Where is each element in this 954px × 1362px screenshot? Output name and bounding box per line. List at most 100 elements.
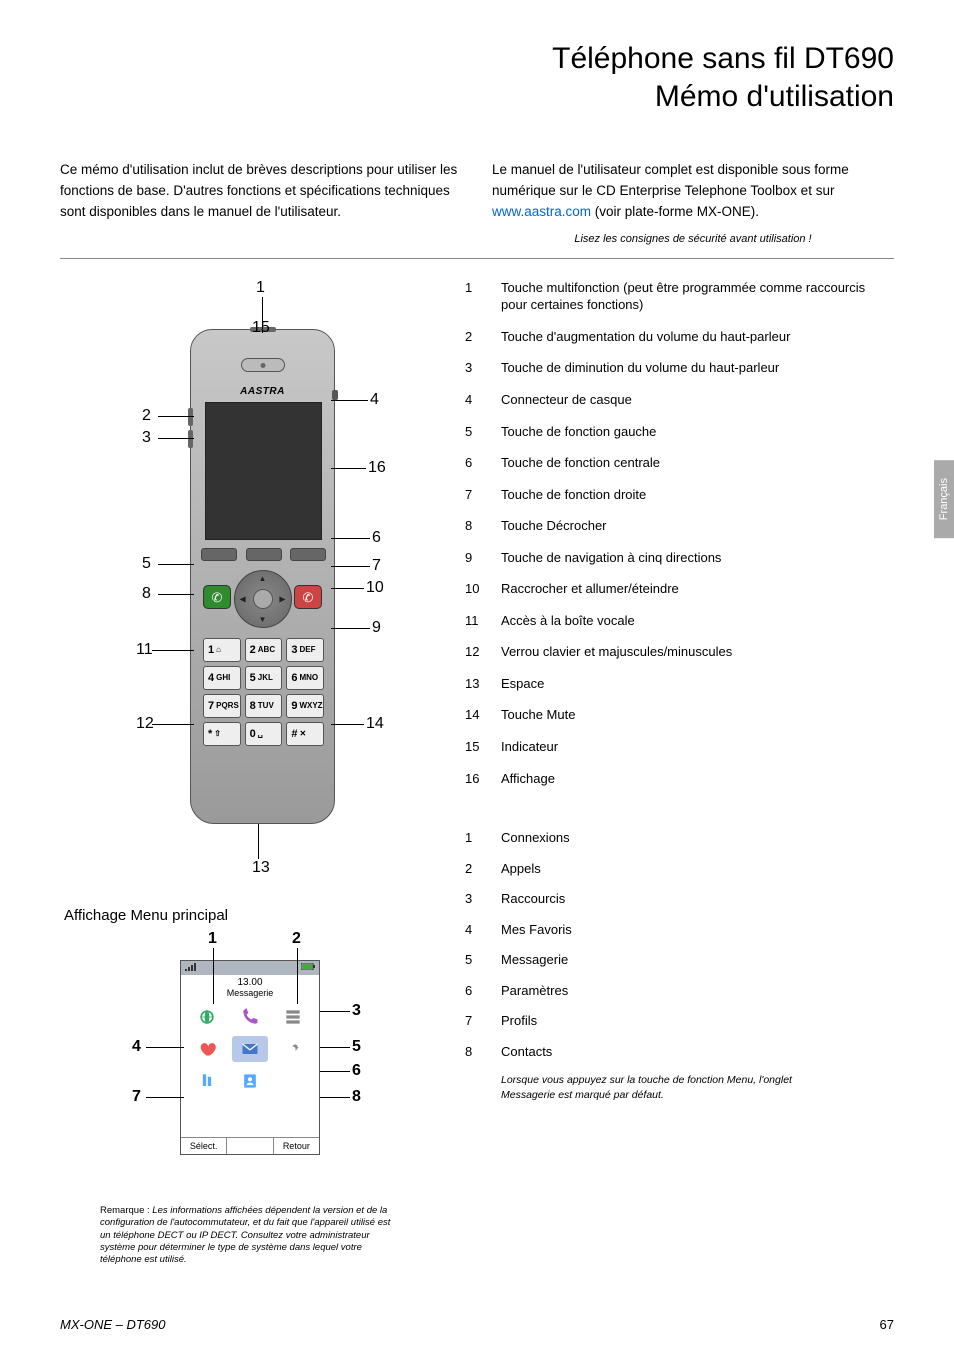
callout-line (146, 1047, 184, 1048)
key-8: 8TUV (245, 694, 283, 718)
intro-right: Le manuel de l'utilisateur complet est d… (492, 160, 894, 248)
intro-left: Ce mémo d'utilisation inclut de brèves d… (60, 160, 462, 248)
menu-icon-favorites (189, 1036, 226, 1062)
menu-legend: 1Connexions2Appels3Raccourcis4Mes Favori… (465, 829, 894, 1060)
legend-text: Touche d'augmentation du volume du haut-… (501, 328, 790, 346)
legend-item: 1Touche multifonction (peut être program… (465, 279, 894, 314)
legend-text: Connexions (501, 829, 570, 847)
legend-item: 9Touche de navigation à cinq directions (465, 549, 894, 567)
callout-line (158, 594, 194, 595)
callout-num: 8 (142, 585, 151, 603)
footer-page: 67 (880, 1317, 894, 1332)
footer-left: MX-ONE – DT690 (60, 1317, 165, 1332)
callout-line (213, 948, 214, 1004)
menu-screen: 13.00 Messagerie Sélect. Retour (180, 960, 320, 1155)
callout-num: 1 (256, 279, 265, 297)
callout-line (158, 438, 194, 439)
legend-text: Connecteur de casque (501, 391, 632, 409)
legend-num: 7 (465, 1012, 483, 1030)
callout-num: 13 (252, 859, 270, 877)
key-9: 9WXYZ (286, 694, 324, 718)
phone-softkeys (201, 548, 326, 561)
callout-line (158, 564, 194, 565)
legend-text: Touche multifonction (peut être programm… (501, 279, 894, 314)
legend-text: Touche de diminution du volume du haut-p… (501, 359, 779, 377)
page-title-block: Téléphone sans fil DT690 Mémo d'utilisat… (60, 40, 894, 115)
callout-num: 8 (352, 1088, 361, 1106)
callout-num: 7 (372, 557, 381, 575)
legend-text: Appels (501, 860, 541, 878)
callout-line (331, 566, 370, 567)
callout-num: 15 (252, 319, 270, 337)
legend-text: Accès à la boîte vocale (501, 612, 635, 630)
legend-text: Indicateur (501, 738, 558, 756)
menu-footnote: Lorsque vous appuyez sur la touche de fo… (501, 1073, 821, 1102)
phone-diagram: AASTRA ▲▼ ◀▶ ✆ ✆ 1⌂2ABC3DEF4GHI5JKL6MNO7… (80, 279, 420, 899)
legend-item: 5 Messagerie (465, 951, 894, 969)
legend-text: Mes Favoris (501, 921, 572, 939)
callout-num: 3 (142, 429, 151, 447)
phone-brand: AASTRA (191, 386, 334, 397)
legend-num: 5 (465, 951, 483, 969)
legend-item: 5Touche de fonction gauche (465, 423, 894, 441)
phone-speaker (241, 358, 285, 372)
intro-link[interactable]: www.aastra.com (492, 204, 591, 219)
phone-answer-button: ✆ (203, 585, 231, 609)
legend-text: Espace (501, 675, 544, 693)
remark: Remarque : Les informations affichées dé… (100, 1205, 400, 1267)
callout-line (152, 724, 194, 725)
menu-icon-shortcuts (274, 1004, 311, 1030)
legend-num: 8 (465, 517, 483, 535)
title-line-2: Mémo d'utilisation (60, 78, 894, 116)
legend-num: 15 (465, 738, 483, 756)
legend-num: 16 (465, 770, 483, 788)
callout-line (258, 824, 259, 859)
menu-section-title: Affichage Menu principal (64, 907, 440, 924)
legend-num: 2 (465, 328, 483, 346)
callout-line (331, 724, 364, 725)
safety-note: Lisez les consignes de sécurité avant ut… (492, 231, 894, 248)
legend-item: 8Touche Décrocher (465, 517, 894, 535)
menu-soft-mid (227, 1138, 273, 1154)
legend-num: 1 (465, 829, 483, 847)
divider (60, 258, 894, 259)
phone-body: AASTRA ▲▼ ◀▶ ✆ ✆ 1⌂2ABC3DEF4GHI5JKL6MNO7… (190, 329, 335, 824)
legend-num: 4 (465, 391, 483, 409)
legend-item: 11 Accès à la boîte vocale (465, 612, 894, 630)
key-#: #✕ (286, 722, 324, 746)
phone-headset-jack (332, 390, 338, 400)
legend-item: 2 Touche d'augmentation du volume du haut… (465, 328, 894, 346)
legend-text: Touche de fonction centrale (501, 454, 660, 472)
legend-item: 14Touche Mute (465, 706, 894, 724)
key-*: *⇧ (203, 722, 241, 746)
callout-num: 6 (372, 529, 381, 547)
legend-num: 4 (465, 921, 483, 939)
key-4: 4GHI (203, 666, 241, 690)
legend-text: Raccourcis (501, 890, 565, 908)
legend-text: Raccrocher et allumer/éteindre (501, 580, 679, 598)
legend-text: Touche de fonction droite (501, 486, 646, 504)
legend-text: Touche de fonction gauche (501, 423, 656, 441)
legend-text: Paramètres (501, 982, 568, 1000)
callout-line (331, 628, 370, 629)
legend-item: 15 Indicateur (465, 738, 894, 756)
legend-text: Messagerie (501, 951, 568, 969)
legend-num: 9 (465, 549, 483, 567)
menu-icon-contacts (232, 1068, 269, 1094)
callout-line (331, 588, 364, 589)
legend-item: 6Touche de fonction centrale (465, 454, 894, 472)
title-line-1: Téléphone sans fil DT690 (60, 40, 894, 78)
right-column: 1 Touche multifonction (peut être program… (465, 279, 894, 1267)
callout-num: 3 (352, 1002, 361, 1020)
intro-right-pre: Le manuel de l'utilisateur complet est d… (492, 162, 849, 198)
legend-item: 7Touche de fonction droite (465, 486, 894, 504)
callout-num: 5 (352, 1038, 361, 1056)
legend-item: 7Profils (465, 1012, 894, 1030)
key-3: 3DEF (286, 638, 324, 662)
menu-label: Messagerie (181, 988, 319, 1000)
legend-num: 11 (465, 612, 483, 630)
callout-line (331, 538, 370, 539)
callout-line (320, 1097, 350, 1098)
menu-status-bar (181, 961, 319, 975)
legend-item: 12Verrou clavier et majuscules/minuscule… (465, 643, 894, 661)
